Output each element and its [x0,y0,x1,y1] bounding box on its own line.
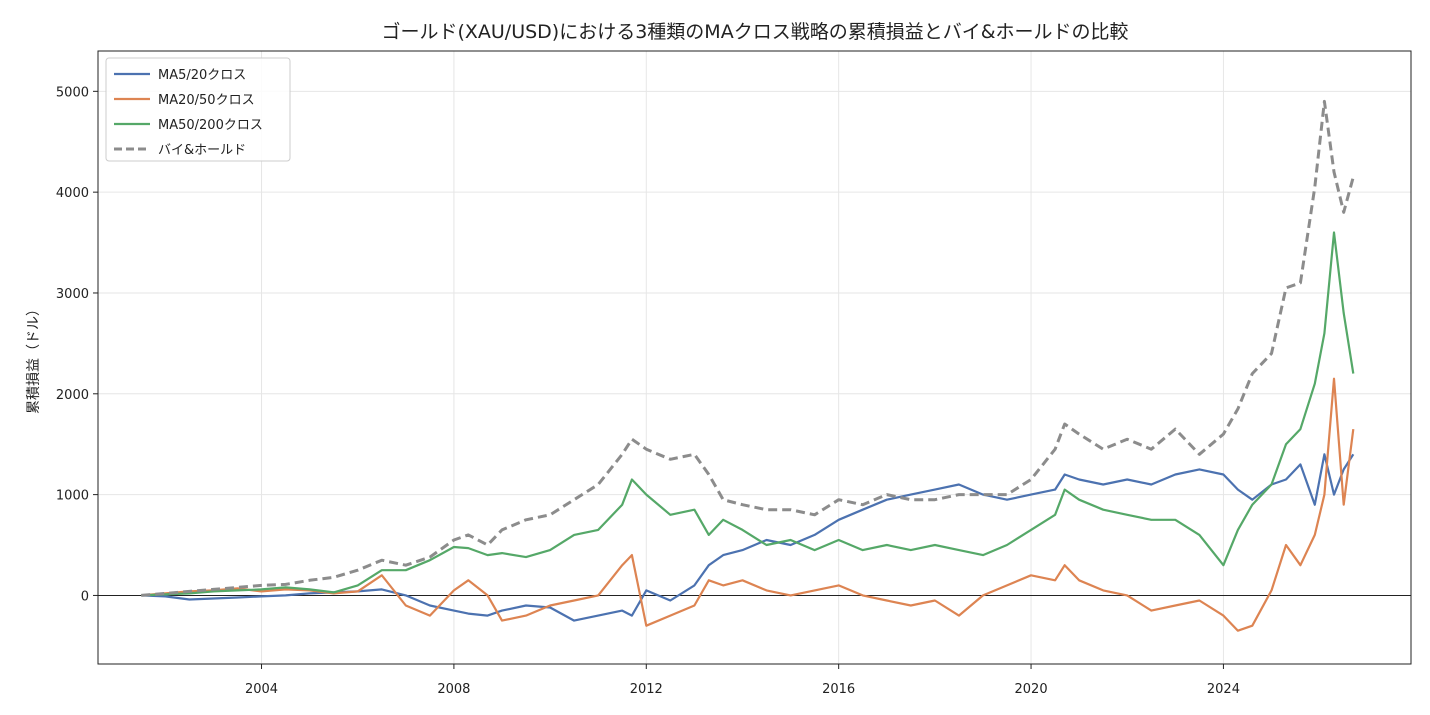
series-line [141,231,1355,597]
legend-label: バイ&ホールド [158,143,246,158]
series-layer [141,99,1355,632]
y-tick-label: 4000 [56,186,89,201]
y-axis-label: 累積損益（ドル） [26,302,42,414]
x-tick-label: 2004 [245,682,278,697]
series-line [141,99,1355,597]
x-axis-ticks: 2004 2008 2012 2016 2020 2024 [245,664,1240,697]
legend-label: MA50/200クロス [158,118,263,133]
x-tick-label: 2016 [822,682,855,697]
chart-title: ゴールド(XAU/USD)における3種類のMAクロス戦略の累積損益とバイ&ホール… [381,21,1128,43]
x-tick-label: 2020 [1015,682,1048,697]
legend-label: MA5/20クロス [158,68,246,83]
y-tick-label: 3000 [56,287,89,302]
y-tick-label: 0 [81,589,89,604]
y-tick-label: 5000 [56,85,89,100]
y-tick-label: 1000 [56,489,89,504]
x-tick-label: 2012 [630,682,663,697]
legend-box [105,57,291,162]
plot-frame [97,50,1412,665]
series-line [141,377,1355,632]
legend-label: MA20/50クロス [158,93,255,108]
x-tick-label: 2008 [437,682,470,697]
y-tick-label: 2000 [56,388,89,403]
x-tick-label: 2024 [1207,682,1240,697]
grid-layer [98,51,1411,664]
y-axis-ticks: 0 1000 2000 3000 4000 5000 [56,85,98,604]
